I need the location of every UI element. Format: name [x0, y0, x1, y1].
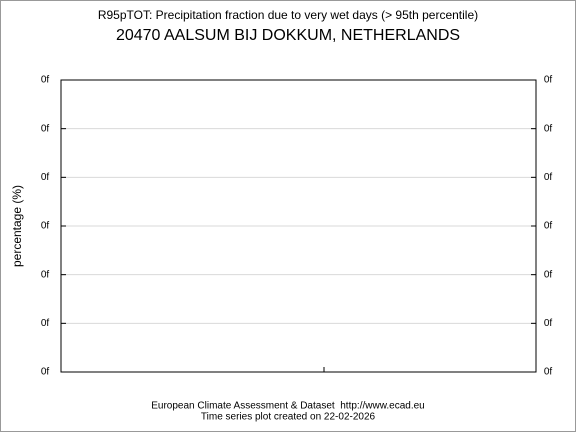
y-tick-label: 0f: [41, 221, 50, 232]
footer-line: Time series plot created on 22-02-2026: [201, 412, 376, 423]
y-axis-label: percentage (%): [10, 185, 24, 267]
y2-tick-label: 0f: [544, 172, 553, 183]
y-tick-label: 0f: [41, 75, 50, 86]
y2-tick-label: 0f: [544, 221, 553, 232]
y2-tick-label: 0f: [544, 318, 553, 329]
chart-subtitle: 20470 AALSUM BIJ DOKKUM, NETHERLANDS: [116, 27, 460, 44]
y2-tick-label: 0f: [544, 123, 553, 134]
y-tick-label: 0f: [41, 367, 50, 378]
y2-tick-label: 0f: [544, 367, 553, 378]
y-tick-label: 0f: [41, 318, 50, 329]
plot-frame: [60, 79, 537, 373]
footer-line: European Climate Assessment & Dataset ht…: [151, 401, 424, 412]
y-tick-label: 0f: [41, 269, 50, 280]
y2-tick-label: 0f: [544, 269, 553, 280]
y-tick-label: 0f: [41, 172, 50, 183]
y2-tick-label: 0f: [544, 75, 553, 86]
chart-title: R95pTOT: Precipitation fraction due to v…: [98, 8, 478, 22]
y-tick-label: 0f: [41, 123, 50, 134]
